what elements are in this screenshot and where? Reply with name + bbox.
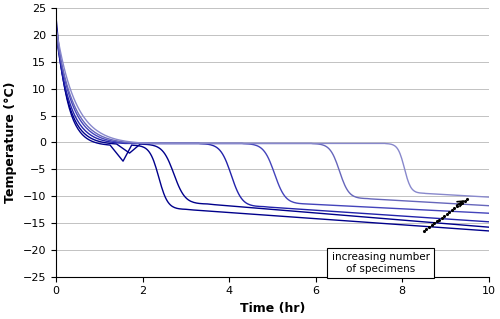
Text: increasing number
of specimens: increasing number of specimens <box>332 252 430 274</box>
Y-axis label: Temperature (°C): Temperature (°C) <box>4 82 17 203</box>
X-axis label: Time (hr): Time (hr) <box>240 302 305 315</box>
